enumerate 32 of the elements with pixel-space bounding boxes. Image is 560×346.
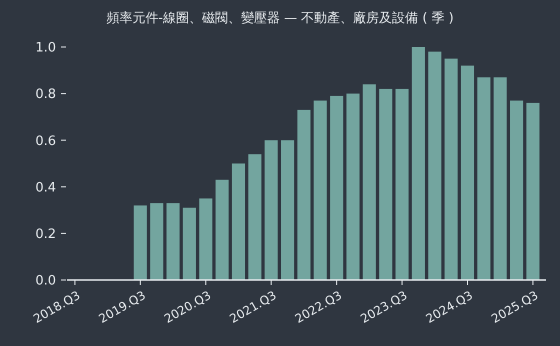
bar: [428, 52, 442, 280]
bar: [264, 140, 278, 280]
bar: [362, 84, 376, 280]
bar: [199, 198, 212, 280]
y-tick-label: 0.6: [35, 134, 56, 149]
y-tick-label: 1.0: [35, 40, 56, 56]
bar: [346, 94, 360, 280]
bar: [494, 77, 507, 280]
bar: [134, 205, 147, 280]
bar: [379, 88, 392, 280]
bar: [526, 102, 540, 280]
bar: [232, 164, 246, 280]
bar: [150, 203, 164, 280]
bar: [477, 77, 490, 280]
bar: [444, 58, 458, 280]
bar: [314, 100, 327, 280]
bar: [396, 88, 409, 280]
y-tick-label: 0.4: [35, 180, 56, 196]
bar: [297, 110, 310, 280]
y-tick-label: 0.0: [35, 274, 56, 289]
y-tick-label: 0.8: [35, 87, 56, 102]
bar: [182, 208, 196, 280]
bar: [281, 140, 294, 280]
bar: [460, 66, 474, 280]
bar: [248, 154, 262, 280]
bar: [166, 203, 180, 280]
bar: [412, 47, 425, 280]
bar: [330, 96, 344, 280]
bar: [510, 100, 524, 280]
bar: [216, 180, 229, 280]
y-tick-label: 0.2: [35, 226, 56, 242]
chart-title: 頻率元件-線圈、磁閥、變壓器 — 不動產、廠房及設備 ( 季 ): [106, 10, 454, 26]
